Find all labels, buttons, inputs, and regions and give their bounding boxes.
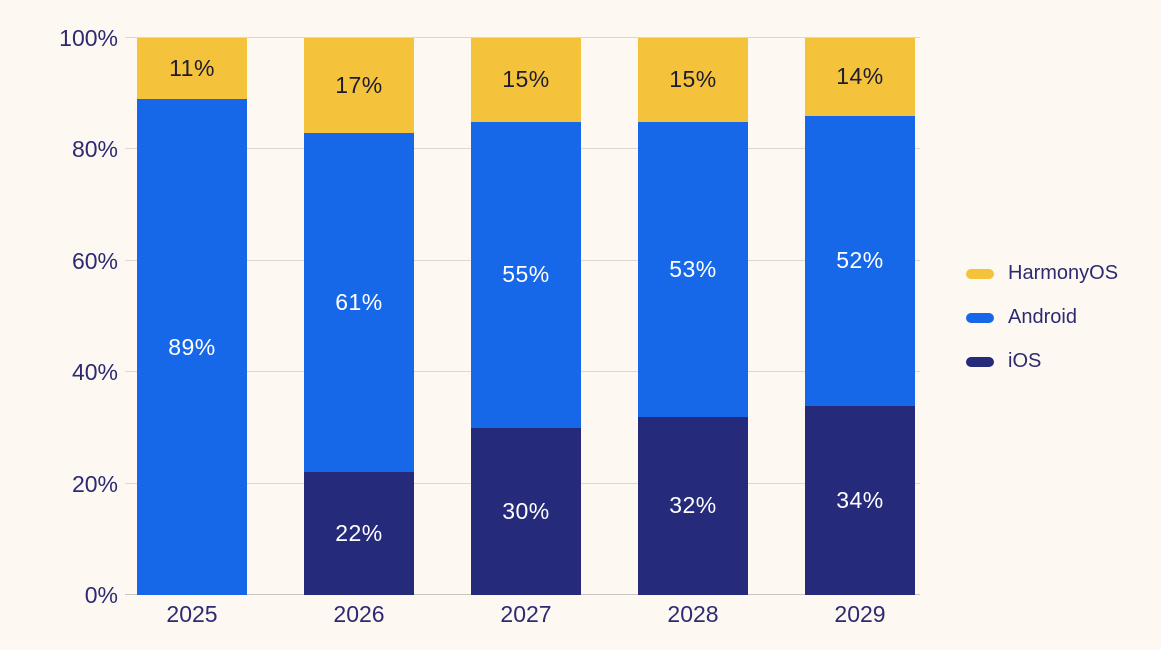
bar-value-label: 53% xyxy=(669,255,717,282)
bar-2029: 14% 52% 34% xyxy=(805,38,915,595)
bar-2027-segment-harmonyos: 15% xyxy=(471,38,581,122)
bar-value-label: 61% xyxy=(335,289,383,316)
bar-2026-segment-harmonyos: 17% xyxy=(304,38,414,133)
bar-2027: 15% 55% 30% xyxy=(471,38,581,595)
x-axis-label-2026: 2026 xyxy=(333,601,385,627)
legend-label-harmonyos: HarmonyOS xyxy=(1008,262,1119,284)
bar-2025: 11% 89% xyxy=(137,38,247,595)
legend-label-android: Android xyxy=(1008,306,1077,328)
bar-value-label: 22% xyxy=(335,520,383,547)
x-axis-label-2027: 2027 xyxy=(500,601,552,627)
legend-item-ios: iOS xyxy=(966,348,1118,375)
bar-2028-segment-harmonyos: 15% xyxy=(638,38,748,122)
legend-swatch-harmonyos xyxy=(966,268,994,279)
bar-2028-segment-android: 53% xyxy=(638,121,748,417)
y-axis-tick-label-80: 80% xyxy=(71,136,118,163)
bar-value-label: 32% xyxy=(669,492,717,519)
bar-2026-segment-android: 61% xyxy=(304,132,414,473)
x-axis-label-2025: 2025 xyxy=(166,601,218,627)
bar-2029-segment-ios: 34% xyxy=(805,405,915,595)
legend-swatch-android xyxy=(966,312,994,323)
bar-2028: 15% 53% 32% xyxy=(638,38,748,595)
legend-item-harmonyos: HarmonyOS xyxy=(966,260,1118,287)
gridline-100 xyxy=(125,37,920,38)
bar-value-label: 11% xyxy=(169,55,215,82)
bar-2026-segment-ios: 22% xyxy=(304,472,414,595)
legend-label-ios: iOS xyxy=(1008,350,1042,372)
legend: HarmonyOS Android iOS xyxy=(966,260,1118,392)
bar-value-label: 89% xyxy=(168,333,216,360)
bar-2026: 17% 61% 22% xyxy=(304,38,414,595)
legend-swatch-ios xyxy=(966,356,994,367)
bar-value-label: 34% xyxy=(836,486,884,513)
bar-value-label: 52% xyxy=(836,247,884,274)
plot-area: 11% 89% 17% 61% 22% 15% 55% 30% 15% 53% 32% 14% 52% 3… xyxy=(125,37,920,595)
bar-value-label: 15% xyxy=(669,66,717,93)
bar-2029-segment-android: 52% xyxy=(805,115,915,406)
bar-2025-segment-android: 89% xyxy=(137,99,247,595)
bar-2028-segment-ios: 32% xyxy=(638,416,748,595)
bar-value-label: 55% xyxy=(502,261,550,288)
bar-value-label: 30% xyxy=(502,497,550,524)
x-axis-label-2028: 2028 xyxy=(667,601,719,627)
bar-2025-segment-harmonyos: 11% xyxy=(137,38,247,100)
bar-value-label: 17% xyxy=(335,71,383,98)
bar-2027-segment-ios: 30% xyxy=(471,427,581,595)
y-axis-tick-label-40: 40% xyxy=(71,359,118,386)
y-axis-tick-label-20: 20% xyxy=(71,470,118,497)
bar-value-label: 14% xyxy=(836,63,884,90)
y-axis-tick-label-0: 0% xyxy=(84,582,118,608)
y-axis-tick-label-60: 60% xyxy=(71,247,118,274)
bar-2029-segment-harmonyos: 14% xyxy=(805,38,915,116)
bar-2027-segment-android: 55% xyxy=(471,121,581,428)
legend-item-android: Android xyxy=(966,304,1118,331)
bar-value-label: 15% xyxy=(502,66,550,93)
y-axis-tick-label-100: 100% xyxy=(59,25,118,51)
x-axis-label-2029: 2029 xyxy=(834,601,886,627)
